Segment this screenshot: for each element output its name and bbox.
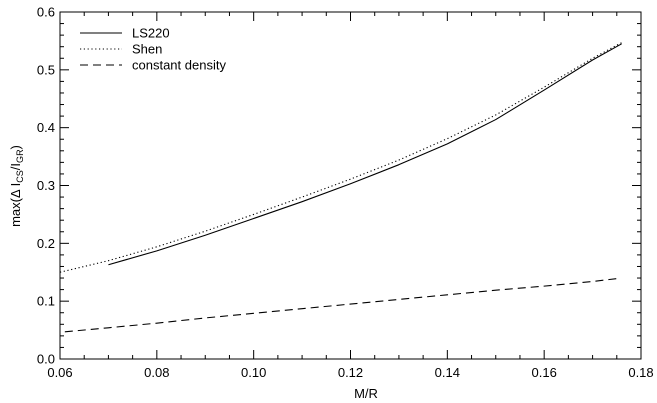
y-label-i1: I	[8, 183, 23, 187]
series-line-shen	[59, 42, 622, 273]
x-tick-label: 0.18	[628, 365, 653, 380]
tick-labels: 0.06 0.08 0.10 0.12 0.14 0.16 0.18 0.0 0.1 0.2 0.3…	[37, 5, 654, 381]
series-layer	[59, 42, 622, 333]
y-label-i2: I	[8, 163, 23, 167]
y-tick-label: 0.0	[37, 352, 55, 367]
x-tick-label: 0.10	[241, 365, 266, 380]
y-label-slash: /	[8, 166, 23, 170]
y-tick-label: 0.5	[37, 62, 55, 77]
x-tick-label: 0.06	[47, 365, 72, 380]
y-label-suffix: )	[8, 145, 23, 149]
x-axis-label: M/R	[354, 386, 378, 401]
y-tick-label: 0.2	[37, 236, 55, 251]
y-tick-label: 0.6	[37, 5, 55, 20]
y-tick-label: 0.1	[37, 294, 55, 309]
y-label-sub1: CS	[15, 170, 25, 183]
y-axis-label: max(ΔICS/IGR)	[8, 145, 25, 227]
series-line-constant-density	[64, 278, 617, 333]
legend-label: LS220	[132, 26, 170, 41]
legend-label: constant density	[132, 58, 226, 73]
axis-ticks	[59, 11, 642, 360]
x-tick-label: 0.12	[338, 365, 363, 380]
y-tick-label: 0.4	[37, 120, 55, 135]
y-tick-label: 0.3	[37, 178, 55, 193]
y-label-delta: Δ	[8, 189, 23, 198]
x-tick-label: 0.16	[532, 365, 557, 380]
x-tick-label: 0.14	[435, 365, 460, 380]
y-label-sub2: GR	[15, 149, 25, 163]
legend-label: Shen	[132, 42, 162, 57]
x-tick-label: 0.08	[144, 365, 169, 380]
series-line-ls220	[108, 43, 622, 266]
y-label-prefix: max(	[8, 197, 23, 227]
